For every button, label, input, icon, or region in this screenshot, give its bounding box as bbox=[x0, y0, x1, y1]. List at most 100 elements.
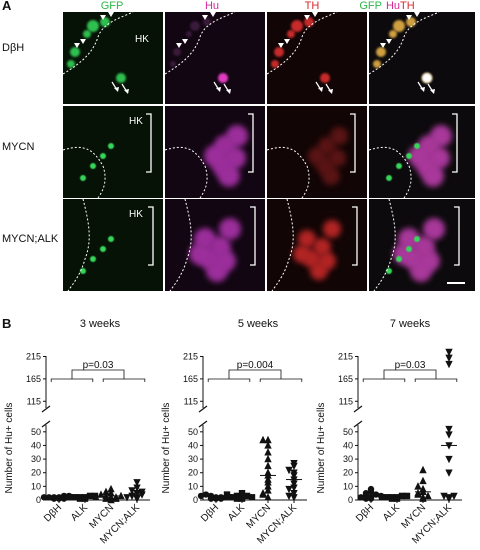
data-point-circle bbox=[362, 489, 370, 497]
row-label-dbh: DβH bbox=[2, 42, 25, 54]
data-point-square bbox=[248, 494, 256, 501]
gfp-cell bbox=[90, 163, 96, 169]
micrograph-mycn-gfp: HK bbox=[63, 106, 163, 198]
gfp-cell bbox=[414, 236, 420, 242]
data-point-circle bbox=[207, 495, 215, 502]
group-bracket bbox=[102, 378, 146, 382]
tile-annotations bbox=[165, 12, 236, 94]
data-point-triangle-down bbox=[445, 494, 453, 502]
chart-title-3-weeks: 3 weeks bbox=[79, 318, 121, 330]
x-tick-label: ALK bbox=[226, 502, 247, 523]
group-bracket bbox=[259, 378, 303, 382]
panel-b-letter: B bbox=[2, 316, 12, 331]
merge-cell bbox=[389, 30, 397, 38]
region-bracket bbox=[148, 206, 154, 266]
data-point-triangle-down bbox=[128, 487, 136, 495]
group-bracket bbox=[362, 378, 406, 382]
merge-cluster bbox=[423, 218, 445, 240]
tile-annotations bbox=[267, 113, 356, 198]
data-point-triangle-up bbox=[92, 493, 100, 501]
gfp-cell bbox=[100, 246, 106, 252]
data-point-triangle-down bbox=[440, 492, 448, 501]
data-point-triangle-up bbox=[117, 491, 125, 500]
micrograph-mycn-merge bbox=[369, 106, 475, 198]
gfp-cell bbox=[386, 175, 392, 181]
y-tick-label: 115 bbox=[27, 396, 41, 406]
micrograph-dh-gfp: HK bbox=[63, 12, 163, 104]
arrow-marker bbox=[223, 83, 231, 94]
data-point-triangle-up bbox=[97, 490, 105, 498]
data-point-triangle-down bbox=[133, 484, 141, 492]
th-cluster bbox=[308, 147, 326, 165]
data-point-circle bbox=[362, 495, 370, 502]
gfp-cell bbox=[396, 163, 402, 169]
merge-cluster bbox=[422, 165, 444, 187]
data-point-triangle-up bbox=[264, 468, 272, 476]
data-point-triangle-down bbox=[290, 489, 298, 498]
data-point-triangle-down bbox=[285, 466, 293, 475]
data-point-triangle-down bbox=[138, 488, 146, 497]
region-bracket bbox=[146, 113, 152, 173]
data-point-triangle-up bbox=[264, 454, 272, 463]
arrow-marker bbox=[427, 83, 435, 94]
y-axis-label: Number of Hu+ cells bbox=[4, 403, 15, 494]
arrowhead-marker bbox=[380, 43, 386, 48]
y-tick-label: 165 bbox=[26, 374, 41, 384]
hk-label: HK bbox=[129, 116, 143, 127]
data-point-triangle-down bbox=[290, 459, 298, 468]
arrow-marker bbox=[121, 83, 129, 94]
hu-cell bbox=[173, 48, 181, 56]
x-tick-label: ALK bbox=[381, 502, 402, 523]
tile-annotations bbox=[369, 12, 440, 94]
boundary-dashed-line bbox=[271, 199, 294, 291]
gfp-cell bbox=[87, 20, 99, 32]
gfp-cell bbox=[406, 246, 412, 252]
merge-cell bbox=[422, 73, 432, 83]
boundary-dashed-line bbox=[267, 146, 310, 198]
y-tick-label: 30 bbox=[188, 454, 198, 464]
gfp-cell bbox=[406, 153, 412, 159]
th-cluster bbox=[330, 127, 348, 145]
data-point-triangle-down bbox=[123, 494, 131, 502]
y-tick-label: 215 bbox=[183, 351, 198, 361]
arrowhead-marker bbox=[182, 39, 188, 44]
boundary-dashed-line bbox=[169, 199, 192, 291]
chart-title-7-weeks: 7 weeks bbox=[389, 318, 431, 330]
hk-label: HK bbox=[129, 209, 143, 220]
data-point-triangle-down bbox=[445, 354, 453, 363]
y-tick-label: 0 bbox=[193, 495, 198, 505]
significance-bracket bbox=[383, 369, 437, 379]
data-point-triangle-up bbox=[264, 461, 272, 470]
data-point-triangle-up bbox=[264, 441, 272, 449]
y-tick-label: 50 bbox=[343, 427, 353, 437]
p-value-label: p=0.03 bbox=[83, 360, 114, 371]
merge-cluster bbox=[430, 125, 452, 147]
y-tick-label: 0 bbox=[36, 495, 41, 505]
column-header-part: GFP bbox=[359, 0, 382, 12]
data-point-triangle-down bbox=[445, 360, 453, 369]
gfp-cell bbox=[70, 47, 80, 57]
boundary-dashed-line bbox=[267, 12, 338, 75]
data-point-square bbox=[228, 494, 236, 501]
data-point-triangle-up bbox=[264, 475, 272, 483]
y-tick-label: 10 bbox=[188, 481, 198, 491]
group-bracket bbox=[50, 378, 94, 382]
data-point-triangle-up bbox=[414, 482, 422, 490]
data-point-triangle-up bbox=[259, 435, 267, 444]
data-point-circle bbox=[197, 492, 205, 500]
x-tick-label: ALK bbox=[69, 502, 90, 523]
th-cluster bbox=[323, 220, 341, 238]
data-point-triangle-up bbox=[264, 482, 272, 490]
arrowhead-marker bbox=[210, 12, 216, 17]
micrograph-mycnalk-hu bbox=[165, 199, 265, 291]
data-point-triangle-up bbox=[264, 486, 272, 494]
th-cluster bbox=[298, 230, 316, 248]
arrowhead-marker bbox=[108, 12, 114, 17]
data-point-triangle-up bbox=[419, 476, 427, 485]
data-point-triangle-down bbox=[290, 469, 298, 477]
axis-break-mark bbox=[41, 420, 51, 428]
gfp-cell bbox=[108, 236, 114, 242]
boundary-dashed-line bbox=[63, 146, 106, 198]
column-header-part: Hu bbox=[385, 0, 400, 12]
arrowhead-marker bbox=[176, 43, 182, 48]
